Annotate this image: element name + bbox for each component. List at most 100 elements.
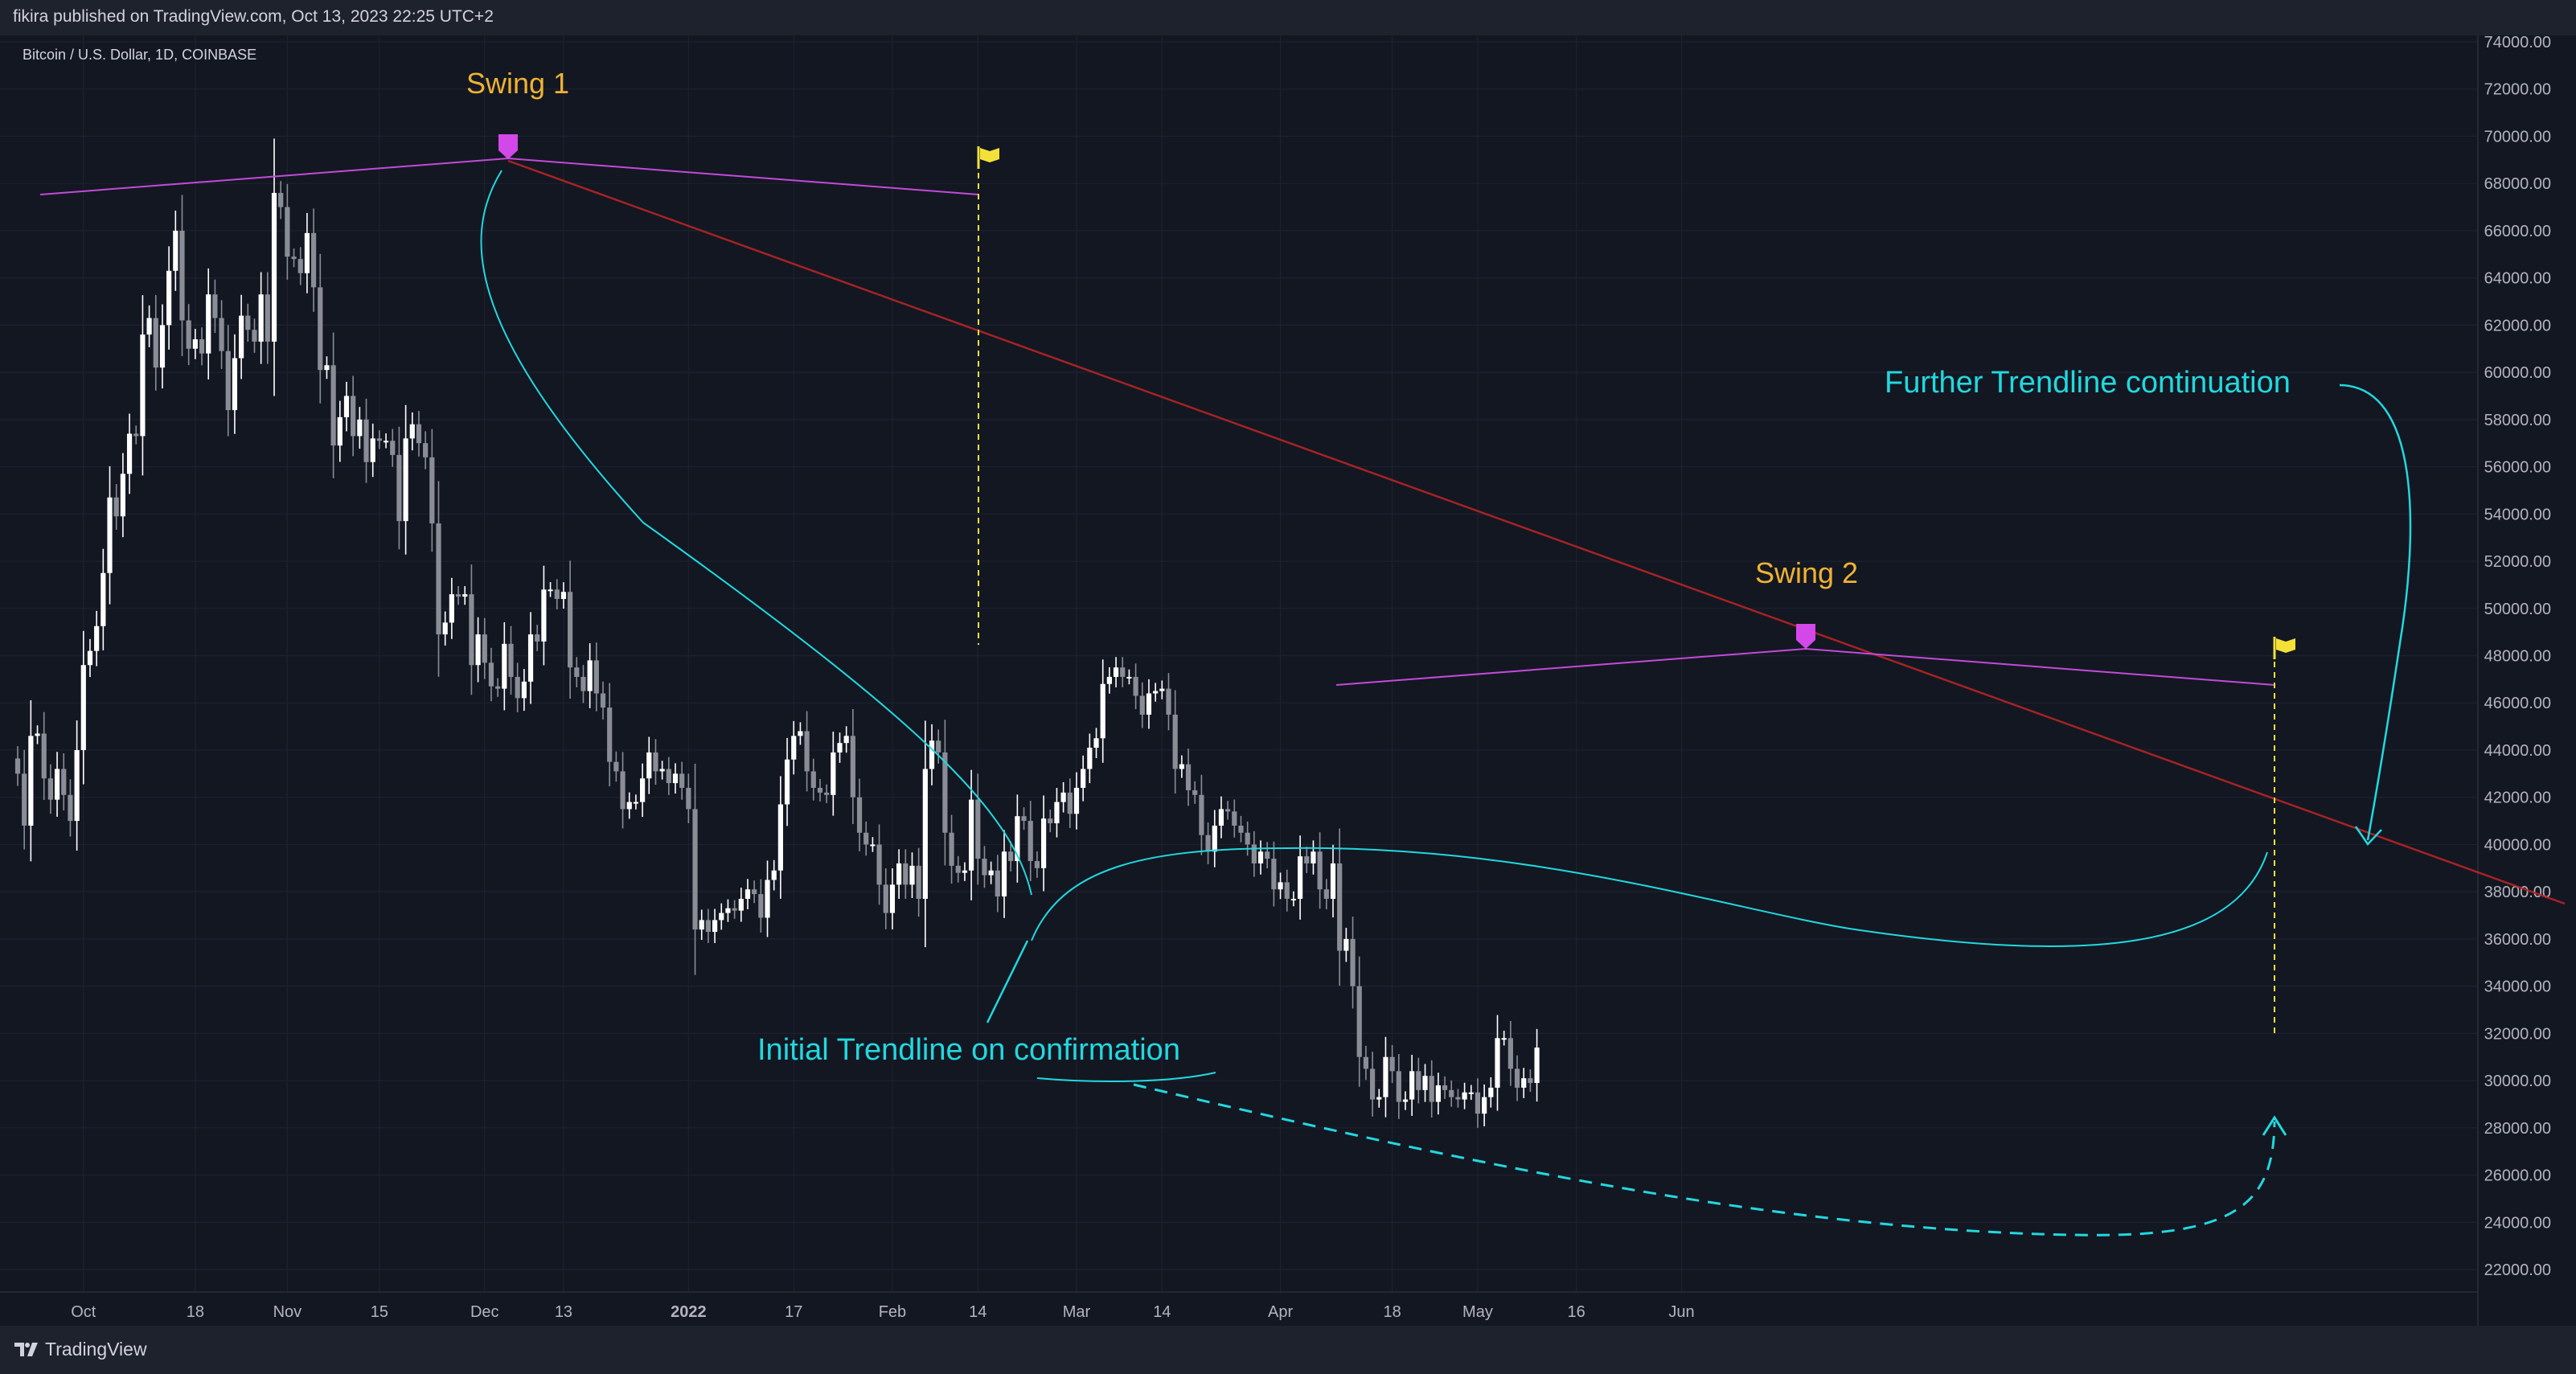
candle-body [1422,1076,1428,1090]
candle-body [1416,1071,1421,1090]
candle [383,433,389,449]
candle-body [1304,856,1310,863]
candle-body [1290,898,1297,900]
y-tick-label: 32000.00 [2484,1025,2551,1043]
candle [712,908,718,943]
candle [502,621,507,711]
candle-body [1008,851,1014,861]
x-tick-label: 18 [1383,1303,1401,1321]
candle [515,662,520,712]
dashed-arrow-curve [1133,1083,2276,1237]
candle [620,752,626,829]
underline-initial [1036,1072,1216,1083]
candle [304,212,310,293]
candle [1153,683,1159,702]
candle [166,246,172,350]
candle-body [1528,1078,1533,1084]
candle [1232,799,1237,838]
candle-body [1139,695,1145,715]
time-axis: Oct 18 Nov 15 Dec 13 2022 17 Feb 14 Mar 14 Apr 18 May 1… [0,1291,2478,1321]
candle-body [271,192,277,342]
candle [482,617,487,679]
candle-body [1383,1056,1388,1097]
candle [791,720,797,775]
candle [679,761,685,800]
y-tick-label: 28000.00 [2484,1120,2551,1138]
candle [1028,801,1033,881]
candle [942,720,948,866]
candle-body [1396,1071,1401,1102]
candle-body [318,287,323,371]
candle-body [508,643,514,677]
candle-body [521,681,527,699]
candle [87,638,93,678]
candle-body [929,740,935,769]
chart-grid [0,35,2478,1291]
x-tick-label: 13 [555,1303,572,1321]
candle [35,725,40,744]
candle [1218,796,1224,839]
candle [580,665,586,703]
candle [1265,842,1270,869]
candle [475,617,481,683]
candle-body [1001,851,1007,897]
candle [824,784,830,803]
candle-body [1455,1097,1461,1100]
candle [1298,835,1303,920]
candle [1514,1055,1520,1101]
y-tick-label: 48000.00 [2484,648,2551,666]
price-chart[interactable]: 22000.00 24000.00 26000.00 28000.00 30000.00… [0,35,2576,1326]
candle [738,888,744,922]
candle-body [699,920,704,930]
candle-body [686,787,691,810]
candle [390,429,396,467]
swing1-marker-icon [498,134,518,159]
candle [68,779,73,837]
candle-body [1271,859,1277,890]
candle-body [1298,856,1303,899]
candle-body [219,318,224,351]
candle [593,642,599,712]
candle [173,210,178,291]
candle [258,272,264,364]
candle-body [199,339,205,354]
candle-body [291,256,297,260]
y-tick-label: 62000.00 [2484,317,2551,334]
arrow-up-icon [2262,1115,2287,1136]
candle-body [560,592,567,600]
candle [613,751,619,782]
candle-body [738,898,744,911]
candle-body [548,589,553,592]
candle [863,821,869,856]
y-tick-label: 34000.00 [2484,978,2551,996]
flag-icon [2273,637,2295,659]
candle [975,773,981,885]
candle [744,879,751,909]
candle [409,412,415,451]
candle [291,248,297,268]
candle [1495,1015,1500,1111]
candle [988,861,994,884]
initial-trendline-label: Initial Trendline on confirmation [757,1033,1180,1067]
candle-body [535,634,540,642]
candle [1435,1073,1441,1115]
swing2-label: Swing 2 [1755,556,1858,589]
candle-body [1218,809,1224,826]
candle [1021,807,1027,831]
candle-body [159,325,166,368]
candle [1087,733,1093,784]
y-tick-label: 44000.00 [2484,742,2551,760]
candle-body [120,474,125,517]
candle [587,643,593,708]
curve-further-arrow [2339,383,2412,841]
candle-body [607,708,613,762]
candle-body [133,433,139,437]
candle-body [265,294,270,342]
candle [1343,928,1349,962]
candle-body [982,859,987,876]
candle-body [1449,1089,1454,1097]
candle-body [1172,714,1178,769]
candle-body [1330,863,1336,899]
candle-body [949,832,954,866]
candle-body [1073,787,1080,814]
